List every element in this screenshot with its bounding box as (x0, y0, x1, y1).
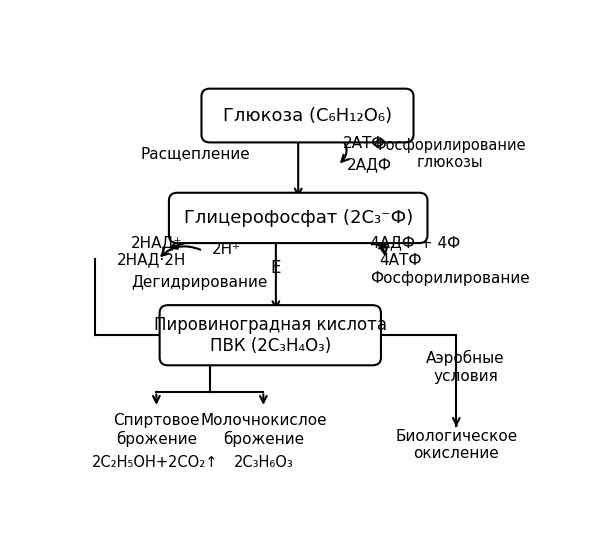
Text: Молочнокислое
брожение: Молочнокислое брожение (200, 413, 326, 447)
Text: 4АДФ + 4Ф: 4АДФ + 4Ф (370, 235, 461, 250)
Text: Пировиноградная кислота
ПВК (2С₃Н₄О₃): Пировиноградная кислота ПВК (2С₃Н₄О₃) (154, 316, 387, 355)
FancyBboxPatch shape (202, 89, 413, 142)
Text: 2НАД⁺: 2НАД⁺ (131, 235, 182, 250)
Text: E: E (271, 259, 281, 277)
FancyBboxPatch shape (160, 305, 381, 365)
Text: 2НАД·2Н: 2НАД·2Н (117, 253, 186, 268)
Text: Дегидрирование: Дегидрирование (131, 275, 267, 290)
Text: 4АТФ: 4АТФ (380, 253, 422, 268)
Text: Расщепление: Расщепление (140, 146, 250, 161)
Text: 2Н⁺: 2Н⁺ (212, 242, 241, 257)
Text: Фосфорилирование: Фосфорилирование (370, 270, 530, 285)
Text: 2С₂Н₅ОН+2СО₂↑: 2С₂Н₅ОН+2СО₂↑ (92, 455, 218, 470)
Text: 2АТФ: 2АТФ (343, 136, 385, 151)
Text: Биологическое
окисление: Биологическое окисление (395, 429, 517, 461)
Text: Фосфорилирование
глюкозы: Фосфорилирование глюкозы (373, 138, 526, 170)
Text: 2АДФ: 2АДФ (347, 157, 392, 172)
Text: Глицерофосфат (2С₃⁻Ф): Глицерофосфат (2С₃⁻Ф) (184, 209, 413, 227)
Text: Аэробные
условия: Аэробные условия (426, 350, 505, 383)
Text: Глюкоза (С₆Н₁₂О₆): Глюкоза (С₆Н₁₂О₆) (223, 106, 392, 125)
Text: 2С₃Н₆О₃: 2С₃Н₆О₃ (233, 455, 293, 470)
FancyBboxPatch shape (169, 193, 427, 243)
Text: Спиртовое
брожение: Спиртовое брожение (113, 413, 200, 447)
